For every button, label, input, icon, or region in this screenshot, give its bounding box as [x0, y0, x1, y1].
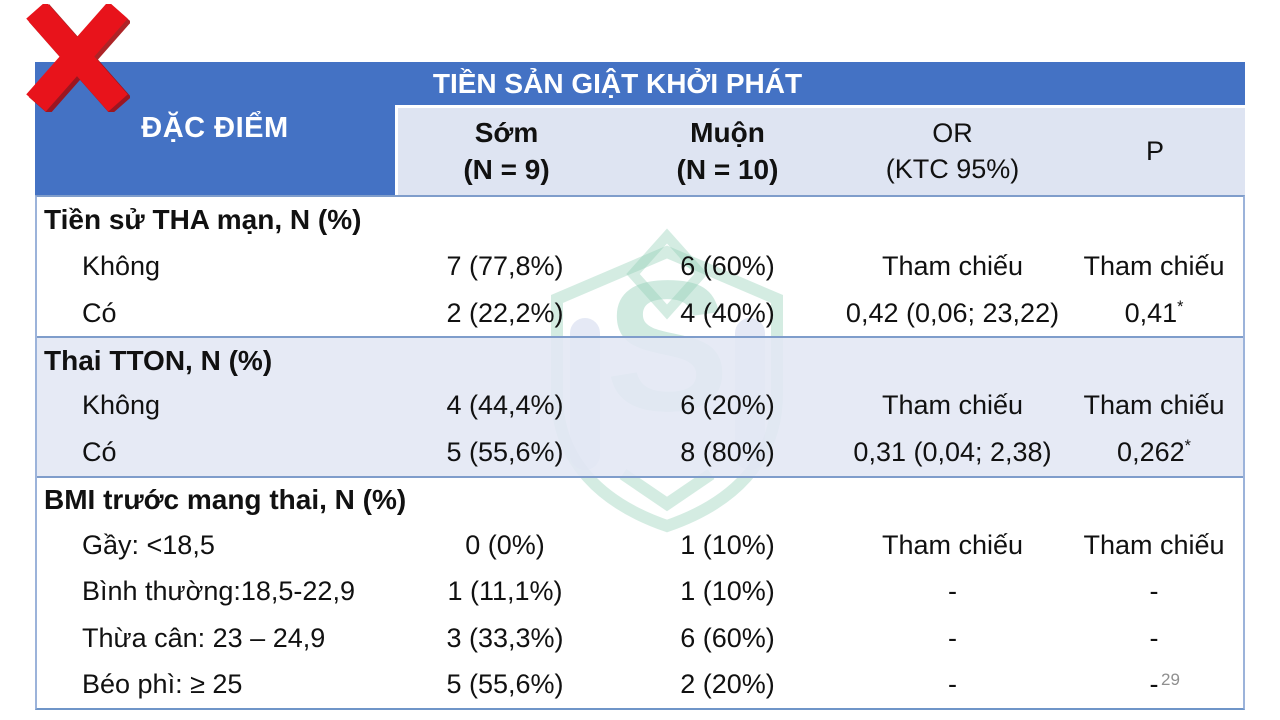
cell-p: - [1065, 576, 1243, 607]
table-row: Bình thường:18,5-22,9 1 (11,1%) 1 (10%) - - [37, 569, 1243, 615]
table-row: Gầy: <18,5 0 (0%) 1 (10%) Tham chiếu Tham ch… [37, 522, 1243, 568]
cell-p: Tham chiếu [1065, 251, 1243, 282]
row-label: Gầy: <18,5 [82, 529, 215, 560]
p-value: - [1149, 622, 1159, 653]
column-header-som: Sớm (N = 9) [463, 117, 550, 185]
cell-som: 5 (55,6%) [446, 669, 564, 700]
page-number: 29 [1161, 670, 1180, 689]
cell-or: Tham chiếu [881, 529, 1024, 560]
section-header-row: Thai TTON, N (%) [37, 336, 1243, 383]
section-header: Thai TTON, N (%) [44, 344, 273, 376]
section-header-row: BMI trước mang thai, N (%) [37, 475, 1243, 522]
cell-muon: 6 (20%) [680, 390, 775, 421]
row-label: Có [82, 297, 117, 328]
row-label: Bình thường:18,5-22,9 [82, 576, 355, 607]
cell-muon: 1 (10%) [680, 576, 775, 607]
p-value: Tham chiếu [1083, 529, 1225, 560]
p-value: - [1149, 669, 1159, 700]
cell-or: - [948, 622, 957, 653]
row-label: Không [82, 251, 161, 282]
cell-som: 5 (55,6%) [446, 436, 564, 467]
characteristics-header-cell: ĐẶC ĐIỂM [35, 62, 395, 195]
cell-som: 1 (11,1%) [447, 576, 563, 607]
row-label: Thừa cân: 23 – 24,9 [82, 622, 326, 653]
table-row: Có 2 (22,2%) 4 (40%) 0,42 (0,06; 23,22) 0,41… [37, 290, 1243, 336]
column-header-or: OR (KTC 95%) [885, 118, 1020, 184]
cell-muon: 8 (80%) [680, 436, 775, 467]
cell-som: 2 (22,2%) [446, 297, 564, 328]
cell-p: Tham chiếu [1065, 530, 1243, 561]
table-row: Không 4 (44,4%) 6 (20%) Tham chiếu Tham chiế… [37, 382, 1243, 430]
group-header: TIỀN SẢN GIẬT KHỞI PHÁT [432, 67, 803, 99]
section-header-row: Tiền sử THA mạn, N (%) [37, 197, 1243, 243]
p-value: 0,262 [1117, 436, 1185, 467]
table-row: Thừa cân: 23 – 24,9 3 (33,3%) 6 (60%) - - [37, 615, 1243, 661]
cell-muon: 6 (60%) [680, 251, 775, 282]
cell-p: 0,41* [1065, 298, 1243, 329]
p-value: 0,41 [1124, 297, 1178, 328]
cell-p: - [1065, 623, 1243, 654]
cell-som: 0 (0%) [465, 529, 545, 560]
cell-muon: 6 (60%) [680, 622, 775, 653]
table-body: Tiền sử THA mạn, N (%) Không 7 (77,8%) 6 (6… [35, 195, 1245, 710]
section-header: Tiền sử THA mạn, N (%) [44, 204, 362, 236]
cell-som: 7 (77,8%) [446, 251, 564, 282]
table-row: Không 7 (77,8%) 6 (60%) Tham chiếu Tham chiế… [37, 243, 1243, 289]
p-value-asterisk: * [1177, 297, 1184, 316]
cell-or: - [948, 576, 957, 607]
cell-or: 0,31 (0,04; 2,38) [853, 436, 1052, 467]
column-header-p: P [1145, 136, 1164, 166]
p-value: Tham chiếu [1083, 251, 1225, 282]
cell-muon: 1 (10%) [680, 529, 775, 560]
p-value-asterisk: * [1184, 436, 1191, 455]
cell-p: - [1065, 669, 1243, 700]
cell-p: 0,262* [1065, 437, 1243, 468]
table-row: Có 5 (55,6%) 8 (80%) 0,31 (0,04; 2,38) 0,262… [37, 429, 1243, 476]
results-table: ĐẶC ĐIỂM TIỀN SẢN GIẬT KHỞI PHÁT Sớm (N … [35, 62, 1245, 710]
cell-or: Tham chiếu [881, 251, 1024, 282]
column-headers: Sớm (N = 9) Muộn (N = 10) OR (KTC 95%) P [395, 105, 1245, 195]
cell-p: Tham chiếu [1065, 390, 1243, 421]
cell-or: - [948, 669, 957, 700]
row-label: Không [82, 390, 161, 421]
section-header: BMI trước mang thai, N (%) [44, 483, 407, 515]
row-label: Có [82, 436, 117, 467]
cell-or: 0,42 (0,06; 23,22) [845, 297, 1060, 328]
p-value: - [1149, 576, 1159, 607]
cell-som: 3 (33,3%) [446, 622, 564, 653]
cell-som: 4 (44,4%) [446, 390, 564, 421]
row-label: Béo phì: ≥ 25 [82, 669, 243, 700]
cell-muon: 2 (20%) [680, 669, 775, 700]
cell-muon: 4 (40%) [680, 297, 775, 328]
p-value: Tham chiếu [1083, 390, 1225, 421]
cell-or: Tham chiếu [881, 390, 1024, 421]
column-header-muon: Muộn (N = 10) [676, 117, 779, 185]
table-row: Béo phì: ≥ 25 5 (55,6%) 2 (20%) - - [37, 661, 1243, 707]
